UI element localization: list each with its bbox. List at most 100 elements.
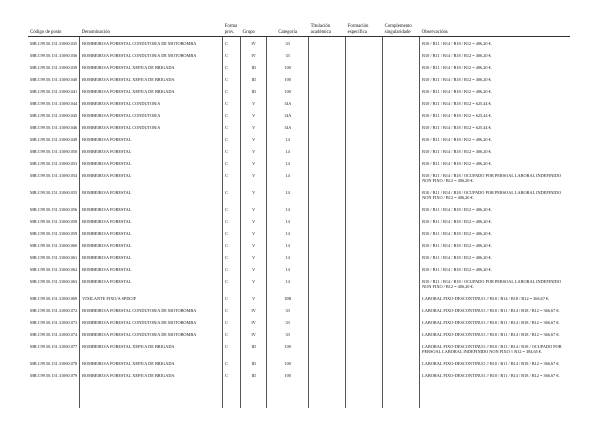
code-cell: MR.C99.50.151.31060.041 bbox=[30, 89, 78, 94]
observaciones-cell: B10 / B11 / B14 / B18 / B12 = 406,20 €. bbox=[419, 49, 570, 61]
grupo-cell: V bbox=[240, 145, 267, 157]
complemento-cell bbox=[382, 157, 420, 169]
categoria-cell: 14A bbox=[266, 97, 309, 109]
formacion-cell bbox=[345, 275, 383, 292]
grupo-cell: V bbox=[240, 215, 267, 227]
formacion-cell bbox=[345, 328, 383, 340]
forma-cell: C bbox=[222, 292, 241, 304]
table-row: MR.C99.50.151.31060.061 BOMBEIRO/A FOREST… bbox=[28, 251, 570, 263]
forma-cell: C bbox=[222, 133, 241, 145]
grupo-cell: III bbox=[240, 369, 267, 381]
formacion-cell bbox=[345, 73, 383, 85]
denominacion-cell: BOMBEIRO/A FORESTAL CONDUTOR/A DE MOTOBO… bbox=[79, 49, 223, 61]
observaciones-cell: B10 / B11 / B14 / B18 / B12 = 406,20 €. bbox=[419, 239, 570, 251]
categoria-cell: 100 bbox=[266, 61, 309, 73]
grupo-cell: III bbox=[240, 357, 267, 369]
complemento-cell bbox=[382, 340, 420, 357]
denominacion-cell: BOMBEIRO/A FORESTAL bbox=[79, 251, 223, 263]
code-cell bbox=[28, 381, 80, 408]
complemento-cell bbox=[382, 251, 420, 263]
formacion-cell bbox=[345, 340, 383, 357]
titulacion-cell bbox=[308, 328, 346, 340]
categoria-cell: 100 bbox=[266, 73, 309, 85]
formacion-cell bbox=[345, 239, 383, 251]
categoria-cell bbox=[266, 381, 309, 408]
titulacion-cell bbox=[308, 186, 346, 203]
code-cell: MR.C99.50.151.31060.058 bbox=[30, 219, 78, 224]
categoria-cell: 33 bbox=[266, 328, 309, 340]
forma-cell: C bbox=[222, 275, 241, 292]
code-cell: MR.C99.50.151.31060.055 bbox=[30, 190, 78, 195]
code-cell: MR.C99.50.151.31060.059 bbox=[30, 231, 78, 236]
forma-cell: C bbox=[222, 73, 241, 85]
table-row: MR.C99.50.151.31060.074 BOMBEIRO/A FOREST… bbox=[28, 328, 570, 340]
code-cell: MR.C99.50.151.31060.060 bbox=[30, 243, 78, 248]
titulacion-cell bbox=[308, 227, 346, 239]
forma-cell: C bbox=[222, 203, 241, 215]
table-row: MR.C99.50.151.31060.049 BOMBEIRO/A FOREST… bbox=[28, 133, 570, 145]
table-row: MR.C99.50.151.31060.046 BOMBEIRO/A FOREST… bbox=[28, 121, 570, 133]
categoria-cell: 14A bbox=[266, 121, 309, 133]
grupo-cell: V bbox=[240, 169, 267, 186]
categoria-cell: 14 bbox=[266, 169, 309, 186]
header-titulacion: Titulación académica bbox=[308, 18, 346, 37]
formacion-cell bbox=[345, 85, 383, 97]
code-cell: MR.C99.50.151.31060.040 bbox=[30, 77, 78, 82]
formacion-cell bbox=[345, 97, 383, 109]
observaciones-cell bbox=[419, 381, 570, 408]
code-cell: MR.C99.50.151.31060.069 bbox=[30, 296, 78, 301]
grupo-cell: IV bbox=[240, 36, 267, 49]
grupo-cell: V bbox=[240, 157, 267, 169]
observaciones-cell: B10 / B11 / B14 / B18 / B12 = 406,20 €. bbox=[419, 157, 570, 169]
denominacion-cell: BOMBEIRO/A FORESTAL bbox=[79, 215, 223, 227]
grupo-cell: III bbox=[240, 73, 267, 85]
formacion-cell bbox=[345, 121, 383, 133]
grupo-cell: V bbox=[240, 263, 267, 275]
titulacion-cell bbox=[308, 251, 346, 263]
forma-cell: C bbox=[222, 328, 241, 340]
titulacion-cell bbox=[308, 145, 346, 157]
forma-cell: C bbox=[222, 304, 241, 316]
header-codigo: Código de posto bbox=[28, 18, 80, 37]
titulacion-cell bbox=[308, 369, 346, 381]
denominacion-cell: BOMBEIRO/A FORESTAL CONDUTOR/A DE MOTOBO… bbox=[79, 316, 223, 328]
denominacion-cell: BOMBEIRO/A FORESTAL bbox=[79, 145, 223, 157]
categoria-cell: 100 bbox=[266, 85, 309, 97]
code-cell: MR.C99.50.151.31060.050 bbox=[30, 149, 78, 154]
titulacion-cell bbox=[308, 133, 346, 145]
complemento-cell bbox=[382, 369, 420, 381]
header-formacion: Formación específica bbox=[345, 18, 383, 37]
complemento-cell bbox=[382, 73, 420, 85]
formacion-cell bbox=[345, 36, 383, 49]
complemento-cell bbox=[382, 169, 420, 186]
denominacion-cell bbox=[79, 381, 223, 408]
complemento-cell bbox=[382, 145, 420, 157]
formacion-cell bbox=[345, 381, 383, 408]
categoria-cell: 14 bbox=[266, 263, 309, 275]
formacion-cell bbox=[345, 109, 383, 121]
grupo-cell: V bbox=[240, 292, 267, 304]
table-row: MR.C99.50.151.31060.063 BOMBEIRO/A FOREST… bbox=[28, 275, 570, 292]
grupo-cell: IV bbox=[240, 328, 267, 340]
categoria-cell: 10B bbox=[266, 292, 309, 304]
titulacion-cell bbox=[308, 73, 346, 85]
table-row: MR.C99.50.151.31060.078 BOMBEIRO/A FOREST… bbox=[28, 357, 570, 369]
titulacion-cell bbox=[308, 203, 346, 215]
denominacion-cell: BOMBEIRO/A FORESTAL CONDUTOR/A bbox=[79, 121, 223, 133]
observaciones-cell: B10 / B11 / B14 / B18 / B12 = 406,20 €. bbox=[419, 145, 570, 157]
denominacion-cell: BOMBEIRO/A FORESTAL CONDUTOR/A DE MOTOBO… bbox=[79, 328, 223, 340]
grupo-cell: V bbox=[240, 251, 267, 263]
titulacion-cell bbox=[308, 263, 346, 275]
observaciones-cell: B10 / B11 / B14 / B18 / B12 = 406,20 €. bbox=[419, 73, 570, 85]
forma-cell: C bbox=[222, 97, 241, 109]
grupo-cell: V bbox=[240, 275, 267, 292]
forma-cell: C bbox=[222, 36, 241, 49]
titulacion-cell bbox=[308, 169, 346, 186]
grupo-cell: V bbox=[240, 121, 267, 133]
header-forma: Forma prov. bbox=[222, 18, 241, 37]
forma-cell: C bbox=[222, 49, 241, 61]
categoria-cell: 100 bbox=[266, 369, 309, 381]
formacion-cell bbox=[345, 215, 383, 227]
code-cell: MR.C99.50.151.31060.046 bbox=[30, 125, 78, 130]
complemento-cell bbox=[382, 85, 420, 97]
